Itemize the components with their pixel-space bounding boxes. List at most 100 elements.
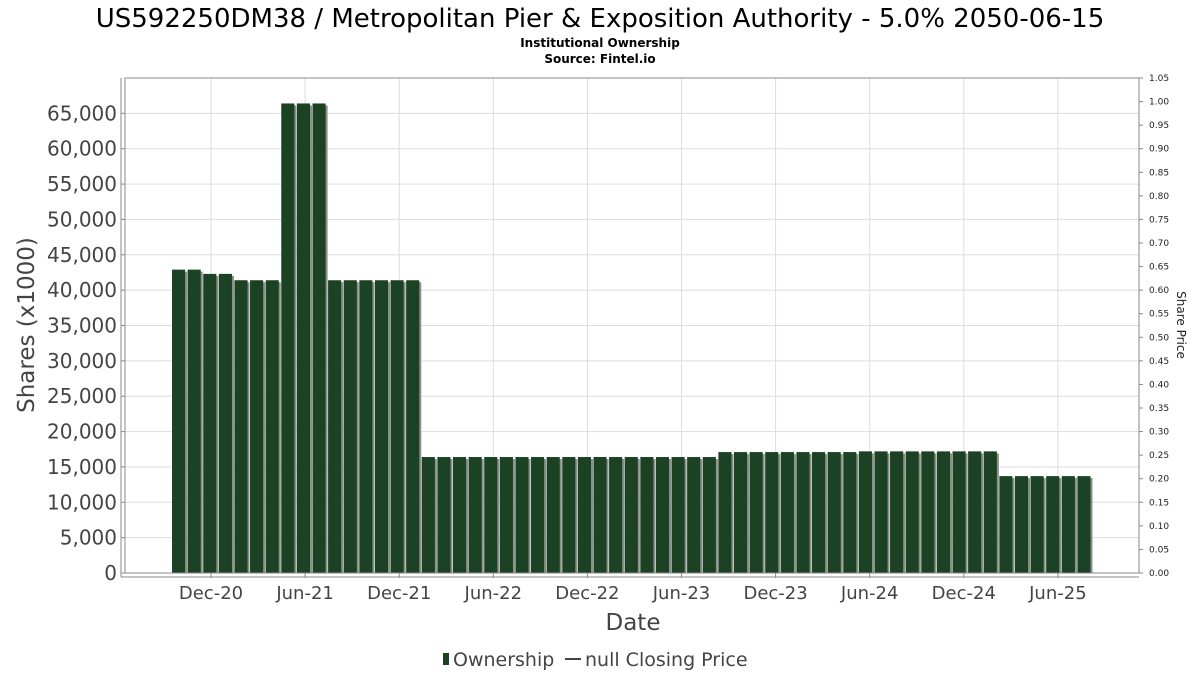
y-tick-label: 5,000 <box>60 526 117 550</box>
y-tick-label: 45,000 <box>47 243 117 267</box>
y-tick-label: 60,000 <box>47 137 117 161</box>
y-tick-label: 20,000 <box>47 420 117 444</box>
ownership-bar <box>343 280 357 573</box>
y2-tick-label: 0.60 <box>1149 286 1169 296</box>
ownership-bar <box>733 452 748 573</box>
legend-ownership-label: Ownership <box>453 649 554 671</box>
y2-tick-label: 0.65 <box>1149 263 1169 273</box>
ownership-bar <box>1014 476 1029 573</box>
x-tick-label: Jun-23 <box>652 583 711 604</box>
ownership-bar <box>1061 476 1075 573</box>
y-tick-label: 15,000 <box>47 455 117 479</box>
ownership-bar <box>905 451 919 573</box>
ownership-bar <box>921 451 935 573</box>
x-tick-label: Dec-24 <box>932 583 996 604</box>
legend-price-label: null Closing Price <box>585 649 748 671</box>
ownership-bar <box>671 457 685 573</box>
ownership-bar <box>890 451 904 573</box>
legend-ownership-swatch <box>443 653 449 665</box>
y-axis-label: Shares (x1000) <box>14 237 40 413</box>
ownership-bar <box>936 451 951 573</box>
ownership-bar <box>562 457 576 573</box>
ownership-bar <box>421 457 435 573</box>
ownership-bar <box>1030 476 1044 573</box>
x-axis-label: Date <box>606 610 661 636</box>
x-tick-label: Jun-22 <box>464 583 523 604</box>
ownership-bar <box>437 457 451 573</box>
ownership-bar <box>999 476 1013 573</box>
ownership-bar <box>577 457 591 573</box>
x-tick-label: Dec-22 <box>555 583 619 604</box>
ownership-bar <box>312 103 326 573</box>
y-tick-label: 35,000 <box>47 314 117 338</box>
y2-tick-label: 0.30 <box>1149 428 1169 438</box>
x-tick-label: Dec-20 <box>179 583 243 604</box>
ownership-bar <box>765 452 779 573</box>
chart-source: Source: Fintel.io <box>544 52 655 66</box>
ownership-bar <box>452 457 467 573</box>
ownership-bar <box>265 280 279 573</box>
ownership-bar <box>780 452 794 573</box>
ownership-bar <box>390 280 404 573</box>
ownership-bar <box>593 457 607 573</box>
ownership-bar <box>812 452 826 573</box>
x-tick-label: Jun-25 <box>1028 583 1087 604</box>
ownership-bar <box>609 457 623 573</box>
bar-series-ownership <box>172 103 1093 573</box>
y2-axis-label: Share Price <box>1174 291 1188 359</box>
x-tick-label: Dec-23 <box>743 583 807 604</box>
y2-tick-label: 0.00 <box>1149 569 1169 579</box>
y-tick-label: 50,000 <box>47 207 117 231</box>
ownership-bar <box>983 451 997 573</box>
ownership-bar <box>328 280 342 573</box>
y-tick-label: 55,000 <box>47 172 117 196</box>
y2-tick-label: 0.05 <box>1149 545 1169 555</box>
y2-tick-label: 0.50 <box>1149 333 1169 343</box>
y2-tick-label: 0.45 <box>1149 357 1169 367</box>
y2-tick-label: 0.20 <box>1149 475 1169 485</box>
ownership-bar <box>718 452 732 573</box>
x-tick-label: Jun-21 <box>275 583 334 604</box>
x-axis: Dec-20 Jun-21 Dec-21 Jun-22 Dec-22 Jun-23 Dec-… <box>179 573 1087 604</box>
ownership-bar <box>374 280 389 573</box>
x-tick-label: Dec-21 <box>367 583 431 604</box>
ownership-bar <box>546 457 560 573</box>
ownership-bar <box>843 452 857 573</box>
y2-tick-label: 0.80 <box>1149 192 1169 202</box>
y-tick-label: 25,000 <box>47 384 117 408</box>
ownership-bar <box>687 457 701 573</box>
ownership-bar <box>250 280 264 573</box>
y2-tick-label: 0.10 <box>1149 522 1169 532</box>
ownership-bar <box>796 452 810 573</box>
y2-tick-label: 0.90 <box>1149 145 1169 155</box>
ownership-bar <box>406 280 420 573</box>
ownership-bar <box>515 457 529 573</box>
y2-tick-label: 0.70 <box>1149 239 1169 249</box>
ownership-bar <box>640 457 654 573</box>
y-tick-label: 30,000 <box>47 349 117 373</box>
y-axis-left: 0 5,000 10,000 15,000 20,000 25,000 30,000 35,0… <box>47 101 125 585</box>
ownership-bar <box>203 273 217 573</box>
y2-tick-label: 0.25 <box>1149 451 1169 461</box>
chart-title: US592250DM38 / Metropolitan Pier & Expos… <box>96 4 1105 34</box>
ownership-bar <box>1077 476 1091 573</box>
ownership-bar <box>359 280 373 573</box>
y-axis-right: 0.00 0.05 0.10 0.15 0.20 0.25 0.30 0.35 0.40 0.45… <box>1139 74 1169 579</box>
ownership-bar <box>172 269 186 573</box>
ownership-bar <box>234 280 248 573</box>
ownership-bar <box>531 457 545 573</box>
ownership-bar <box>827 452 841 573</box>
ownership-bar <box>952 451 966 573</box>
ownership-bar <box>1046 476 1060 573</box>
ownership-bar <box>968 451 982 573</box>
ownership-bar <box>858 451 872 573</box>
y2-tick-label: 0.75 <box>1149 215 1169 225</box>
ownership-bar <box>655 457 670 573</box>
chart-subtitle: Institutional Ownership <box>520 36 680 50</box>
legend: Ownership null Closing Price <box>443 649 748 671</box>
ownership-bar <box>218 273 232 573</box>
y-tick-label: 65,000 <box>47 101 117 125</box>
y2-tick-label: 1.05 <box>1149 74 1169 84</box>
ownership-bar <box>624 457 638 573</box>
